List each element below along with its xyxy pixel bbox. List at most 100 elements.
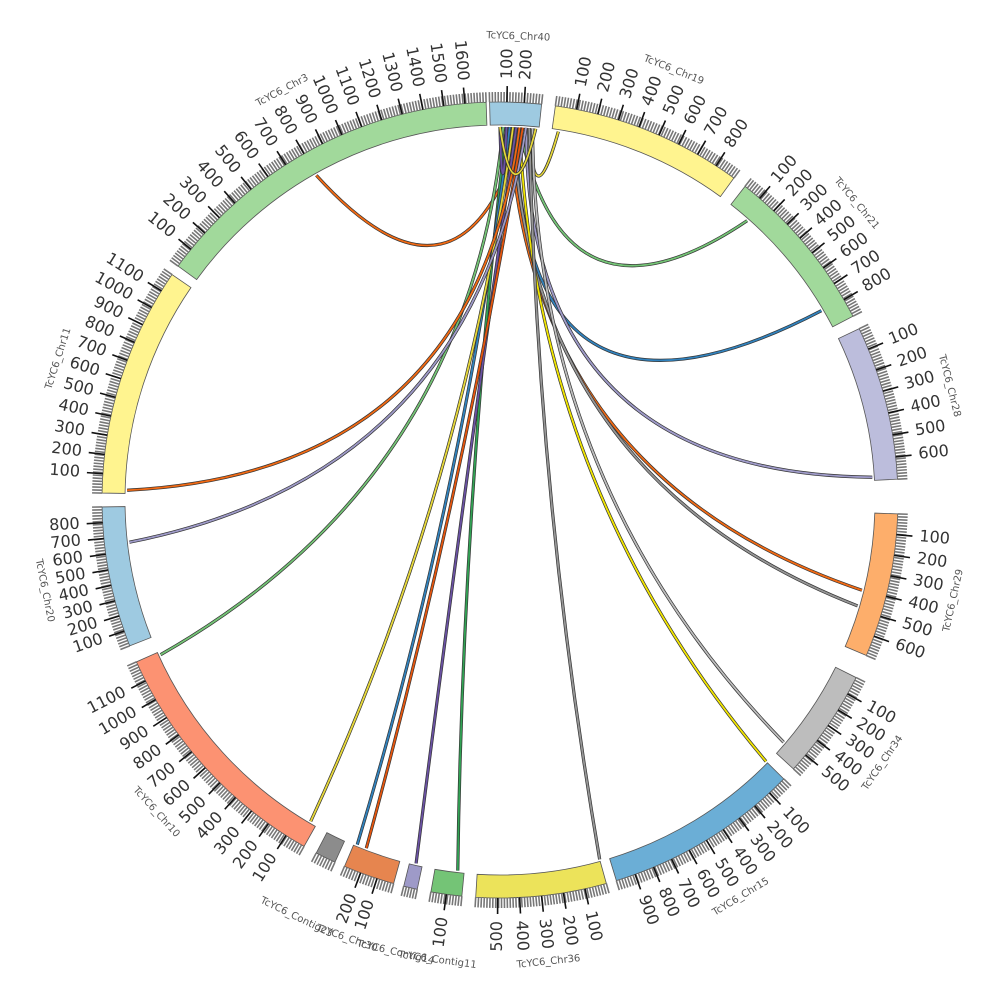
tick-label: 400 <box>512 920 532 951</box>
major-tick <box>738 817 750 832</box>
major-tick <box>371 878 378 894</box>
major-tick <box>152 716 168 727</box>
tick-label: 600 <box>893 634 928 662</box>
major-tick <box>95 411 112 417</box>
chromosome-band <box>730 185 854 328</box>
tick-label: 200 <box>559 914 583 947</box>
major-tick <box>705 839 716 855</box>
major-tick <box>867 342 884 350</box>
tick-label: 300 <box>536 918 558 950</box>
major-tick <box>811 242 825 254</box>
major-tick <box>875 363 892 371</box>
tick-label: 400 <box>906 592 940 618</box>
major-tick <box>127 316 144 326</box>
major-tick <box>276 835 287 850</box>
link-tcyc6-chr40-tcyc6-chr15 <box>517 127 768 763</box>
minor-ticks <box>92 268 173 494</box>
major-tick <box>562 892 567 909</box>
chromosome-name: TcYC6_Contig23 <box>258 895 335 940</box>
major-tick <box>86 521 103 525</box>
major-tick <box>892 431 909 436</box>
major-tick <box>540 895 545 912</box>
tick-label: 500 <box>914 416 947 440</box>
major-tick <box>523 86 527 103</box>
major-tick <box>108 630 125 638</box>
major-tick <box>418 93 424 110</box>
major-tick <box>192 221 206 234</box>
major-tick <box>638 111 646 128</box>
chromosome-band <box>343 844 401 885</box>
tick-label: 400 <box>57 395 91 420</box>
major-tick <box>769 792 782 806</box>
tick-label: 500 <box>487 921 506 952</box>
major-tick <box>696 140 707 155</box>
major-tick <box>178 750 193 763</box>
major-tick <box>88 451 105 456</box>
major-tick <box>376 104 383 121</box>
chromosome-band <box>775 666 857 770</box>
major-tick <box>773 198 786 212</box>
major-tick <box>137 299 153 309</box>
major-tick <box>207 205 221 219</box>
chromosomes-layer: 100200TcYC6_Chr4010020030040050060070080… <box>33 30 966 971</box>
major-tick <box>89 553 106 558</box>
tick-label: 1600 <box>451 39 474 81</box>
major-tick <box>224 796 237 810</box>
major-tick <box>634 874 642 890</box>
major-tick <box>295 139 305 155</box>
major-tick <box>617 104 625 121</box>
link-tcyc6-chr40-tcyc6-chr29 <box>508 127 863 592</box>
link-tcyc6-chr40-tcyc6-chr36 <box>527 128 602 860</box>
major-tick <box>91 431 108 436</box>
link-tcyc6-chr40-tcyc6-chr34 <box>530 128 785 744</box>
major-tick <box>885 595 902 601</box>
major-tick <box>670 858 680 874</box>
minor-ticks <box>474 883 610 909</box>
major-tick <box>165 734 180 745</box>
major-tick <box>443 894 448 911</box>
link-tcyc6-chr40-tcyc6-chr20 <box>129 127 528 544</box>
tick-label: 100 <box>571 55 596 89</box>
link-outline <box>159 126 505 657</box>
tick-label: 400 <box>908 391 942 416</box>
tick-label: 200 <box>916 548 949 571</box>
chromosome-tcyc6-chr10: 10020030040050060070080090010001100TcYC6… <box>84 651 316 885</box>
major-tick <box>759 185 771 199</box>
tick-label: 100 <box>582 909 607 943</box>
major-tick <box>888 408 905 414</box>
major-tick <box>786 212 800 225</box>
link-ribbon <box>129 127 527 544</box>
major-tick <box>240 810 253 824</box>
chromosome-band <box>101 274 192 494</box>
link-ribbon <box>365 127 524 849</box>
major-tick <box>816 739 831 751</box>
major-tick <box>873 635 890 643</box>
link-ribbon <box>160 126 505 656</box>
major-tick <box>103 615 120 622</box>
chromosome-name: TcYC6_Chr36 <box>515 953 581 971</box>
tick-label: 300 <box>53 416 86 440</box>
major-tick <box>575 93 581 110</box>
major-tick <box>95 584 112 590</box>
chromosome-band <box>403 863 423 890</box>
tick-label: 200 <box>515 49 536 81</box>
link-tcyc6-chr40-tcyc6-chr40 <box>498 126 509 176</box>
tick-label: 700 <box>50 530 82 552</box>
minor-ticks <box>428 891 463 907</box>
tick-label: 100 <box>919 526 951 548</box>
chromosome-tcyc6-chr11: 10020030040050060070080090010001100TcYC6… <box>43 248 192 494</box>
major-tick <box>258 823 270 838</box>
major-tick <box>584 888 590 905</box>
major-tick <box>223 190 236 204</box>
major-tick <box>882 386 899 393</box>
link-outline <box>309 127 515 823</box>
tick-label: 300 <box>912 570 946 594</box>
minor-ticks <box>400 885 419 900</box>
link-ribbon <box>508 127 863 592</box>
link-ribbon <box>127 127 521 492</box>
chromosome-tcyc6-contig23: TcYC6_Contig23 <box>258 832 346 940</box>
